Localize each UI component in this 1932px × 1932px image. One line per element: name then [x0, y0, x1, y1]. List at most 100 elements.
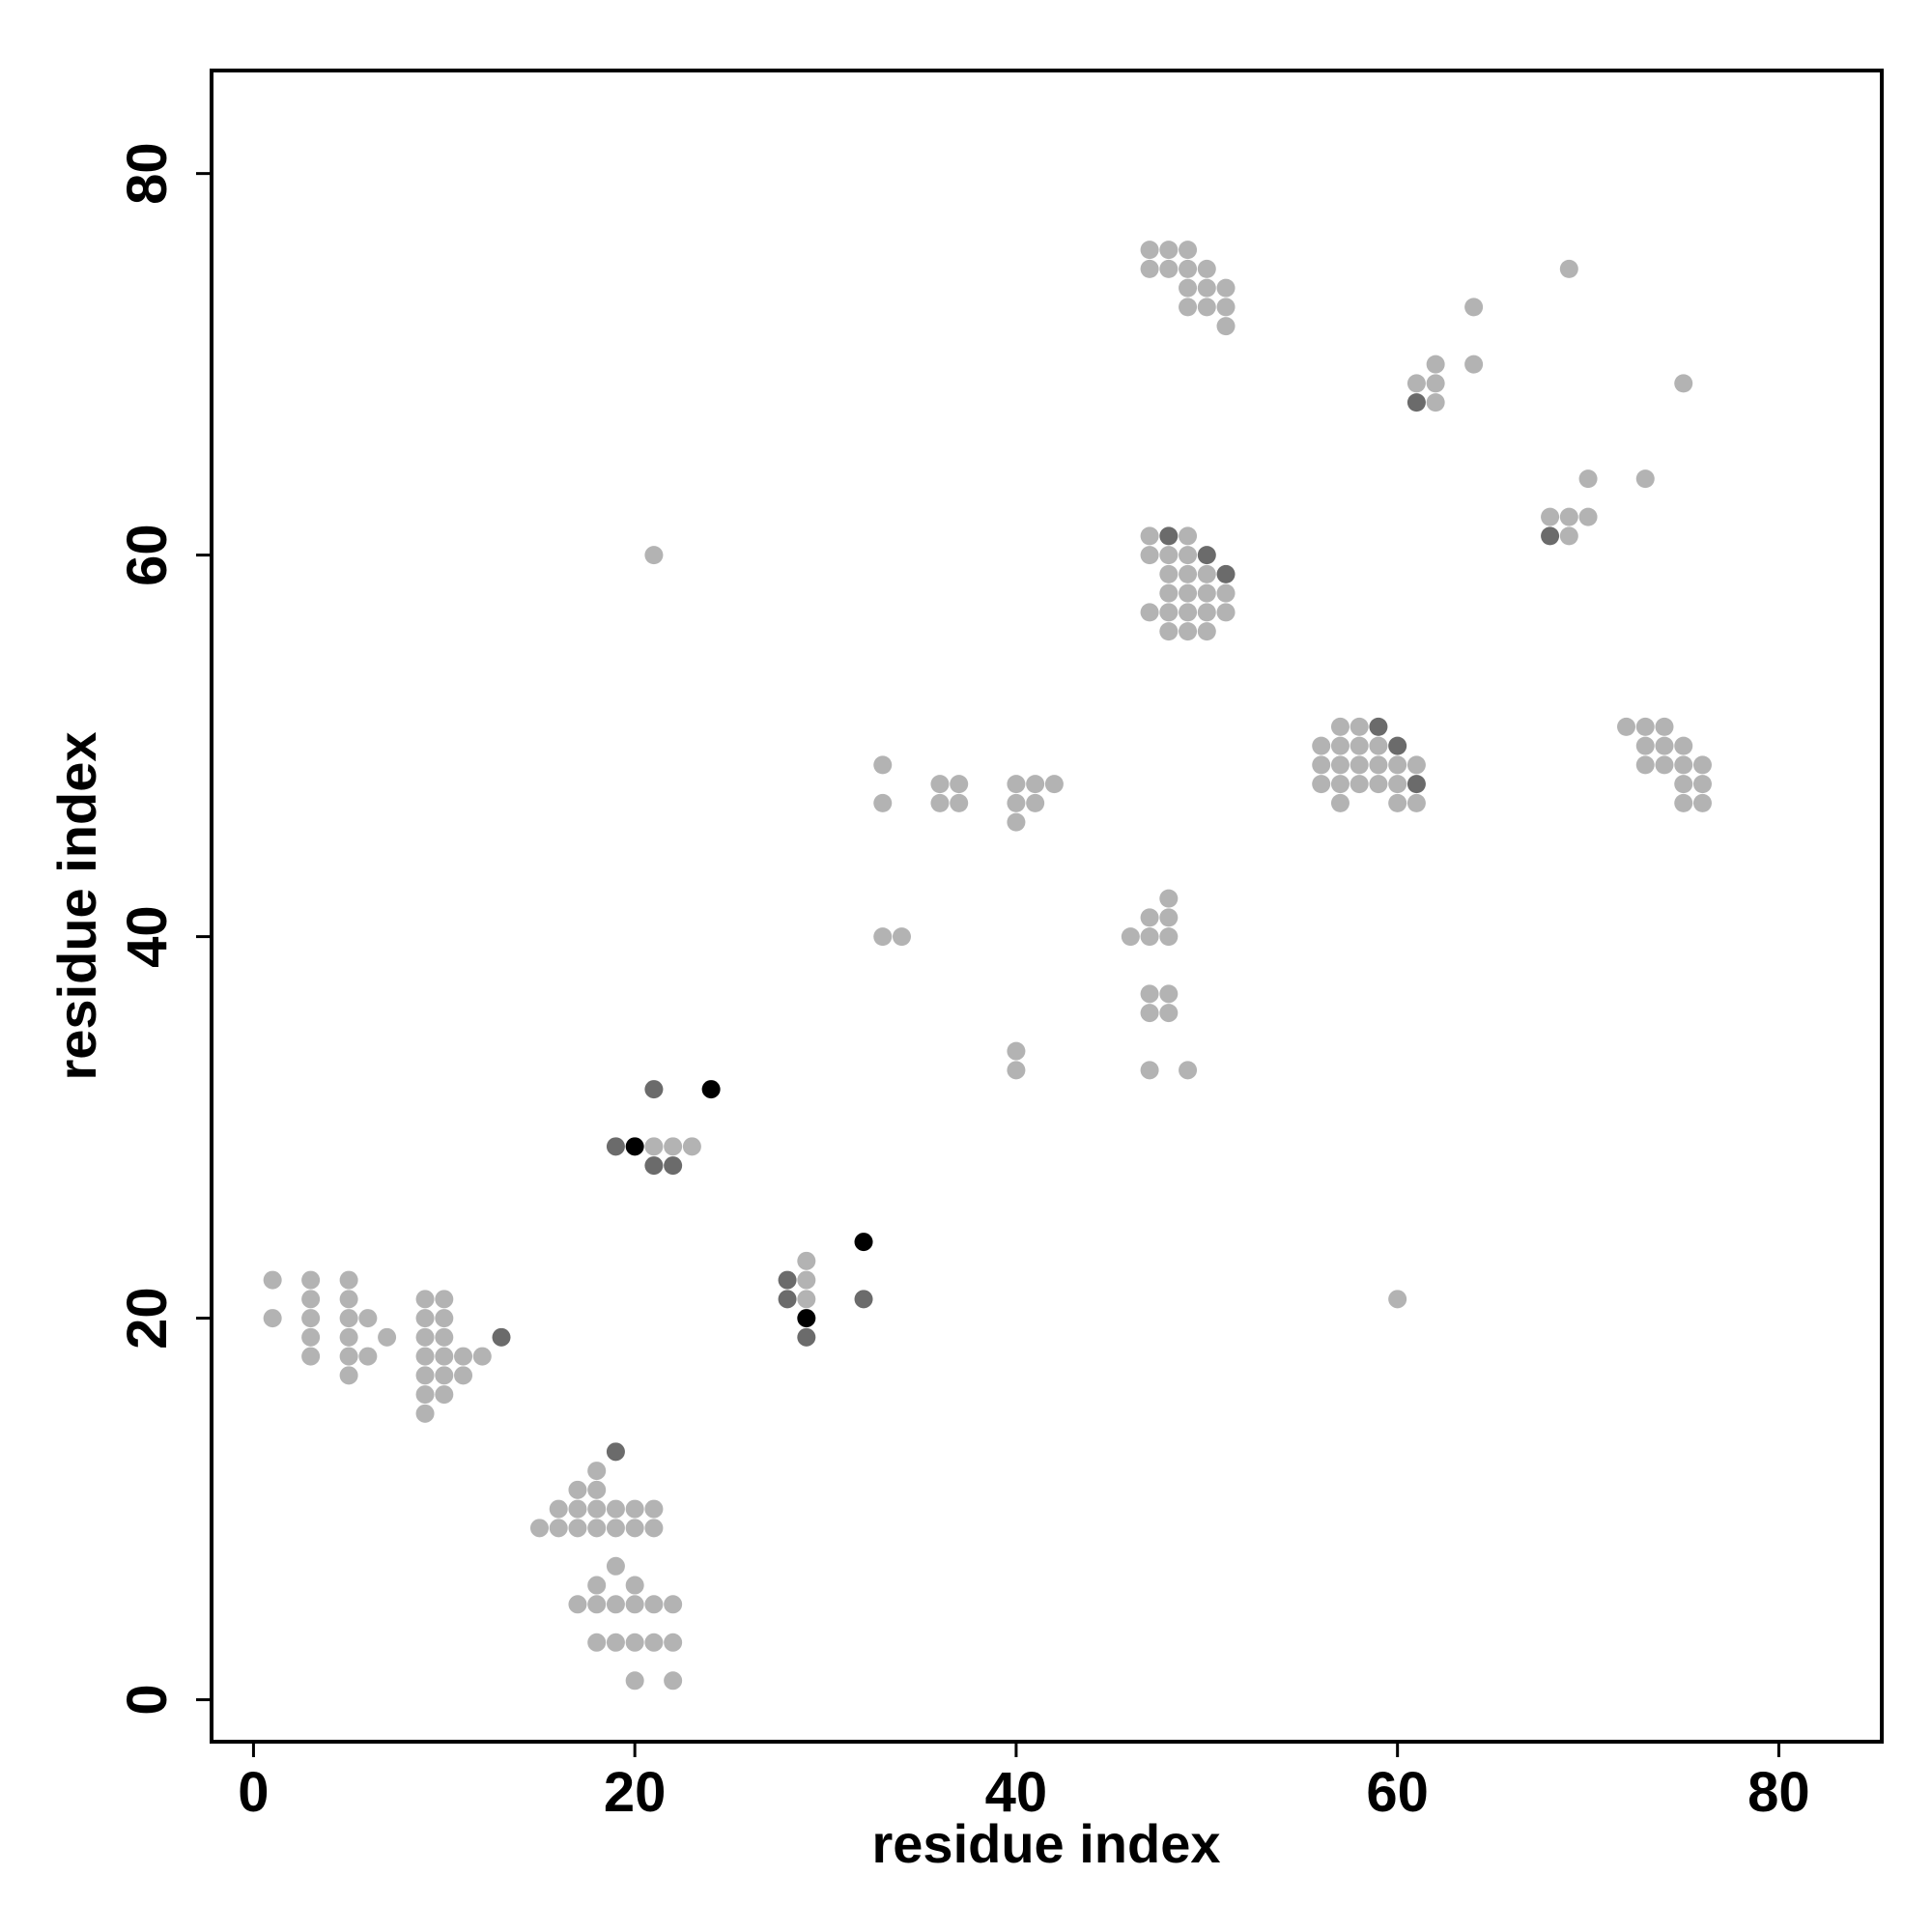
contact-point: [1635, 736, 1655, 755]
contact-point: [492, 1327, 511, 1347]
contact-point: [587, 1499, 607, 1519]
contact-point: [1216, 298, 1236, 317]
contact-point: [664, 1671, 683, 1690]
contact-point: [358, 1309, 378, 1328]
contact-point: [1140, 603, 1159, 622]
contact-point: [1007, 775, 1026, 794]
contact-point: [644, 1137, 664, 1156]
contact-point: [1350, 755, 1369, 775]
contact-point: [301, 1290, 321, 1309]
contact-point: [587, 1480, 607, 1499]
contact-point: [1541, 507, 1560, 526]
contact-point: [1159, 583, 1179, 603]
contact-point: [1007, 1041, 1026, 1061]
contact-point: [415, 1327, 435, 1347]
x-axis: 0 20 40 60 80: [238, 1742, 1810, 1824]
contact-point: [415, 1404, 435, 1423]
contact-point: [950, 775, 969, 794]
contact-point: [1026, 793, 1045, 812]
contact-point: [301, 1327, 321, 1347]
contact-point: [1635, 469, 1655, 489]
contact-point: [1159, 1004, 1179, 1023]
contact-point: [1406, 755, 1426, 775]
contact-point: [1179, 564, 1198, 583]
contact-point: [435, 1309, 454, 1328]
contact-point: [1140, 1004, 1159, 1023]
contact-point: [587, 1462, 607, 1481]
contact-point: [1140, 1061, 1159, 1080]
contact-point: [1559, 526, 1578, 546]
y-axis-label: residue index: [46, 731, 107, 1080]
contact-point: [1140, 908, 1159, 927]
contact-point: [1216, 603, 1236, 622]
contact-point: [1635, 717, 1655, 736]
contact-point: [435, 1290, 454, 1309]
contact-point: [1350, 775, 1369, 794]
y-tick-label: 0: [116, 1684, 179, 1715]
contact-point: [568, 1595, 587, 1614]
contact-point: [625, 1671, 644, 1690]
contact-point: [1312, 755, 1331, 775]
y-tick-label: 80: [116, 142, 179, 205]
contact-point: [549, 1519, 568, 1538]
contact-point: [644, 1519, 664, 1538]
y-tick-label: 20: [116, 1287, 179, 1350]
contact-point: [1159, 622, 1179, 641]
contact-point: [301, 1270, 321, 1290]
contact-point: [1179, 546, 1198, 565]
contact-point: [1655, 755, 1674, 775]
contact-point: [263, 1270, 282, 1290]
y-tick-label: 40: [116, 905, 179, 968]
contact-point: [1179, 603, 1198, 622]
contact-point: [587, 1519, 607, 1538]
contact-point: [435, 1385, 454, 1405]
contact-point: [778, 1290, 797, 1309]
contact-point: [797, 1309, 816, 1328]
contact-point: [454, 1366, 473, 1385]
contact-point: [1406, 793, 1426, 812]
contact-point: [1617, 717, 1636, 736]
contact-point: [1674, 374, 1693, 393]
contact-point: [1216, 278, 1236, 298]
x-tick-label: 80: [1747, 1761, 1810, 1824]
contact-point: [1197, 278, 1216, 298]
contact-point: [1197, 603, 1216, 622]
contact-point: [1140, 927, 1159, 947]
contact-point: [339, 1347, 358, 1366]
contact-point: [339, 1327, 358, 1347]
contact-point: [1692, 755, 1712, 775]
contact-point: [587, 1595, 607, 1614]
contact-point: [950, 793, 969, 812]
contact-point: [1388, 1290, 1407, 1309]
contact-point: [339, 1366, 358, 1385]
contact-point: [1197, 583, 1216, 603]
contact-point: [1007, 812, 1026, 832]
contact-point: [892, 927, 911, 947]
contact-point: [606, 1556, 625, 1576]
contact-point: [625, 1576, 644, 1595]
x-tick-label: 40: [985, 1761, 1048, 1824]
contact-point: [625, 1633, 644, 1652]
y-axis: 0 20 40 60 80: [116, 142, 212, 1716]
contact-point: [778, 1270, 797, 1290]
contact-point: [1159, 526, 1179, 546]
x-tick-label: 20: [604, 1761, 667, 1824]
contact-point: [1388, 793, 1407, 812]
contact-point: [1216, 564, 1236, 583]
contact-point: [930, 793, 950, 812]
contact-point: [1406, 374, 1426, 393]
contact-point: [682, 1137, 701, 1156]
contact-point: [339, 1270, 358, 1290]
contact-point: [1330, 775, 1350, 794]
contact-point: [1179, 278, 1198, 298]
contact-point: [1197, 564, 1216, 583]
contact-point: [1578, 507, 1598, 526]
contact-point: [1159, 908, 1179, 927]
contact-point: [378, 1327, 397, 1347]
contact-point: [625, 1595, 644, 1614]
contact-point: [1007, 1061, 1026, 1080]
contact-point: [415, 1309, 435, 1328]
contact-point: [435, 1347, 454, 1366]
contact-point: [854, 1290, 873, 1309]
contact-point: [1369, 755, 1388, 775]
